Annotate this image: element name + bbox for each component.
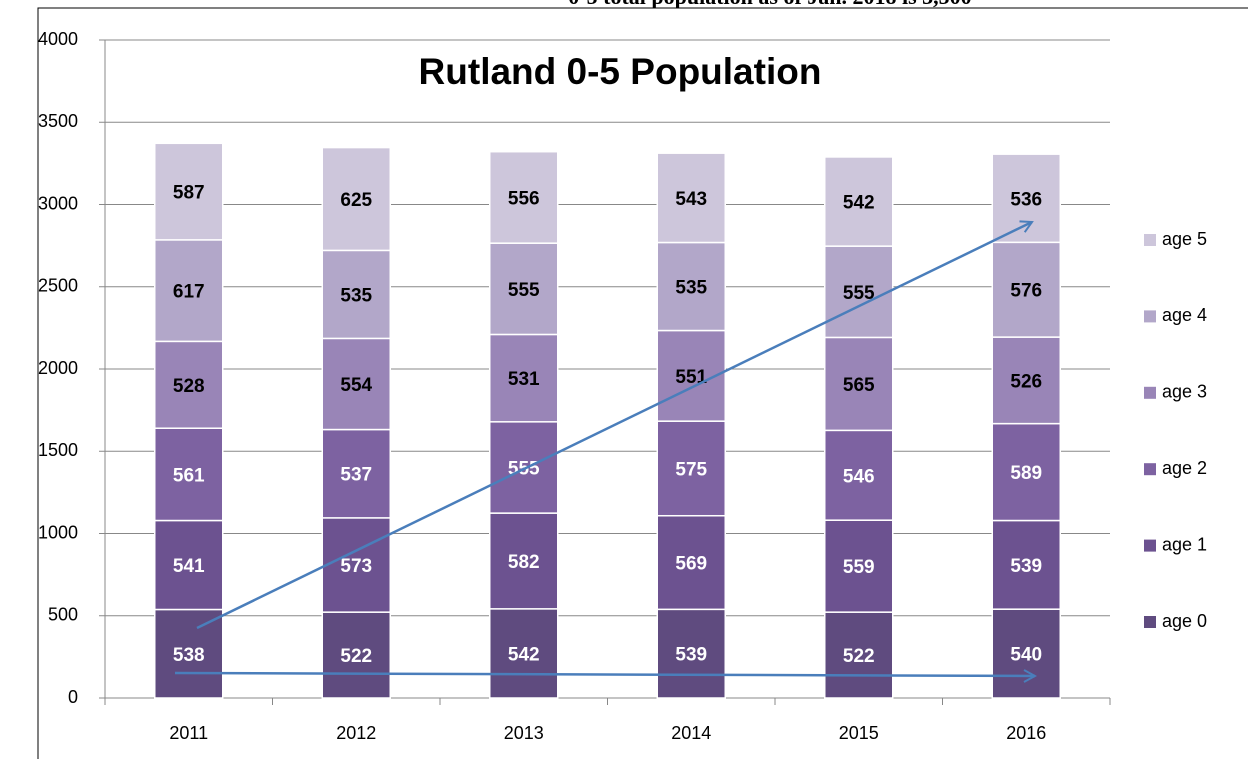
data-label: 528 bbox=[173, 376, 205, 397]
bar-segment bbox=[154, 142, 224, 241]
bar-segment bbox=[991, 519, 1061, 610]
legend-swatch bbox=[1144, 616, 1156, 628]
legend-label: age 2 bbox=[1162, 458, 1207, 478]
legend-label: age 4 bbox=[1162, 305, 1207, 325]
bar-segment bbox=[321, 428, 391, 519]
bar-segment bbox=[154, 519, 224, 611]
legend: age 0 age 1 age 2 age 3 age 4 age 5 bbox=[1144, 229, 1207, 631]
bar-segment bbox=[656, 420, 726, 517]
trend-arrow bbox=[174, 673, 1035, 676]
bar-segment bbox=[321, 517, 391, 613]
legend-swatch bbox=[1144, 234, 1156, 246]
data-label: 587 bbox=[173, 183, 205, 204]
x-tick-label: 2011 bbox=[169, 723, 208, 743]
bar-segment bbox=[321, 611, 391, 699]
data-label: 541 bbox=[173, 556, 205, 577]
data-label: 569 bbox=[675, 554, 707, 575]
bar-segment bbox=[991, 241, 1061, 338]
bar-segment bbox=[991, 336, 1061, 425]
annotation: 0-5 total population as of Jan. 2018 is … bbox=[568, 0, 971, 9]
data-label: 551 bbox=[675, 367, 707, 388]
bar-segment bbox=[489, 242, 559, 336]
bar-segment bbox=[489, 608, 559, 699]
chart-title: Rutland 0-5 Population bbox=[419, 51, 822, 92]
data-label: 555 bbox=[843, 283, 875, 304]
data-label: 535 bbox=[340, 285, 372, 306]
x-tick-label: 2015 bbox=[839, 723, 879, 743]
bar-segment bbox=[489, 512, 559, 610]
y-tick-label: 2000 bbox=[38, 358, 78, 378]
x-tick-label: 2014 bbox=[671, 723, 711, 743]
bar-segment bbox=[321, 249, 391, 340]
bar-segment bbox=[154, 239, 224, 343]
data-label: 526 bbox=[1010, 371, 1042, 392]
y-tick-label: 1500 bbox=[38, 440, 78, 460]
data-label: 542 bbox=[843, 193, 875, 214]
bar-segment bbox=[154, 427, 224, 522]
bar-segment bbox=[154, 608, 224, 699]
legend-swatch bbox=[1144, 386, 1156, 399]
bar-segment bbox=[321, 146, 391, 252]
data-label: 561 bbox=[173, 465, 205, 486]
y-tick-label: 3500 bbox=[38, 111, 78, 131]
legend-swatch bbox=[1144, 539, 1156, 552]
x-tick-label: 2016 bbox=[1006, 723, 1046, 743]
legend-label: age 1 bbox=[1162, 534, 1207, 554]
bar-segment bbox=[489, 421, 559, 514]
data-label: 539 bbox=[675, 645, 707, 666]
data-label: 625 bbox=[340, 190, 372, 211]
bar-segment bbox=[154, 340, 224, 429]
legend-label: age 3 bbox=[1162, 382, 1207, 402]
y-tick-label: 500 bbox=[48, 605, 78, 625]
grid: 0 500 1000 1500 2000 2500 3000 3500 4000 bbox=[38, 29, 1111, 707]
data-label: 531 bbox=[508, 369, 540, 390]
data-label: 556 bbox=[508, 188, 540, 209]
data-label: 582 bbox=[508, 552, 540, 573]
bar-segment bbox=[824, 429, 894, 521]
bar-segment bbox=[991, 608, 1061, 699]
y-tick-label: 4000 bbox=[38, 29, 78, 49]
bar-segment bbox=[656, 608, 726, 699]
trend-arrow bbox=[196, 222, 1032, 630]
data-label: 539 bbox=[1010, 556, 1042, 577]
data-label: 546 bbox=[843, 466, 875, 487]
data-label: 617 bbox=[173, 282, 205, 303]
legend-swatch bbox=[1144, 310, 1156, 323]
data-label: 576 bbox=[1010, 281, 1042, 302]
x-tick-label: 2012 bbox=[336, 723, 376, 743]
data-label: 522 bbox=[340, 646, 372, 667]
bar-segment bbox=[824, 519, 894, 613]
y-tick-label: 3000 bbox=[38, 193, 78, 213]
bar-segment bbox=[656, 152, 726, 244]
y-tick-label: 2500 bbox=[38, 276, 78, 296]
bar-segment bbox=[489, 150, 559, 244]
bar-segment bbox=[824, 336, 894, 432]
data-label: 537 bbox=[340, 465, 372, 486]
x-tick-label: 2013 bbox=[504, 723, 544, 743]
data-label: 536 bbox=[1010, 189, 1042, 210]
data-label: 565 bbox=[843, 375, 875, 396]
data-label: 555 bbox=[508, 280, 540, 301]
data-label: 559 bbox=[843, 557, 875, 578]
data-label: 538 bbox=[173, 645, 205, 666]
y-tick-label: 1000 bbox=[38, 522, 78, 542]
data-label: 573 bbox=[340, 556, 372, 577]
data-label: 522 bbox=[843, 646, 875, 667]
data-label: 554 bbox=[340, 375, 372, 396]
data-label: 543 bbox=[675, 189, 707, 210]
legend-swatch bbox=[1144, 463, 1156, 476]
data-label: 542 bbox=[508, 644, 540, 665]
bar-segment bbox=[991, 422, 1061, 522]
y-tick-label: 0 bbox=[68, 687, 78, 707]
data-label: 589 bbox=[1010, 463, 1042, 484]
data-label: 575 bbox=[675, 459, 707, 480]
data-label: 540 bbox=[1010, 645, 1042, 666]
bar-segment bbox=[656, 514, 726, 611]
legend-label: age 5 bbox=[1162, 229, 1207, 249]
data-label: 535 bbox=[675, 278, 707, 299]
legend-label: age 0 bbox=[1162, 611, 1207, 631]
bar-segment bbox=[824, 156, 894, 247]
